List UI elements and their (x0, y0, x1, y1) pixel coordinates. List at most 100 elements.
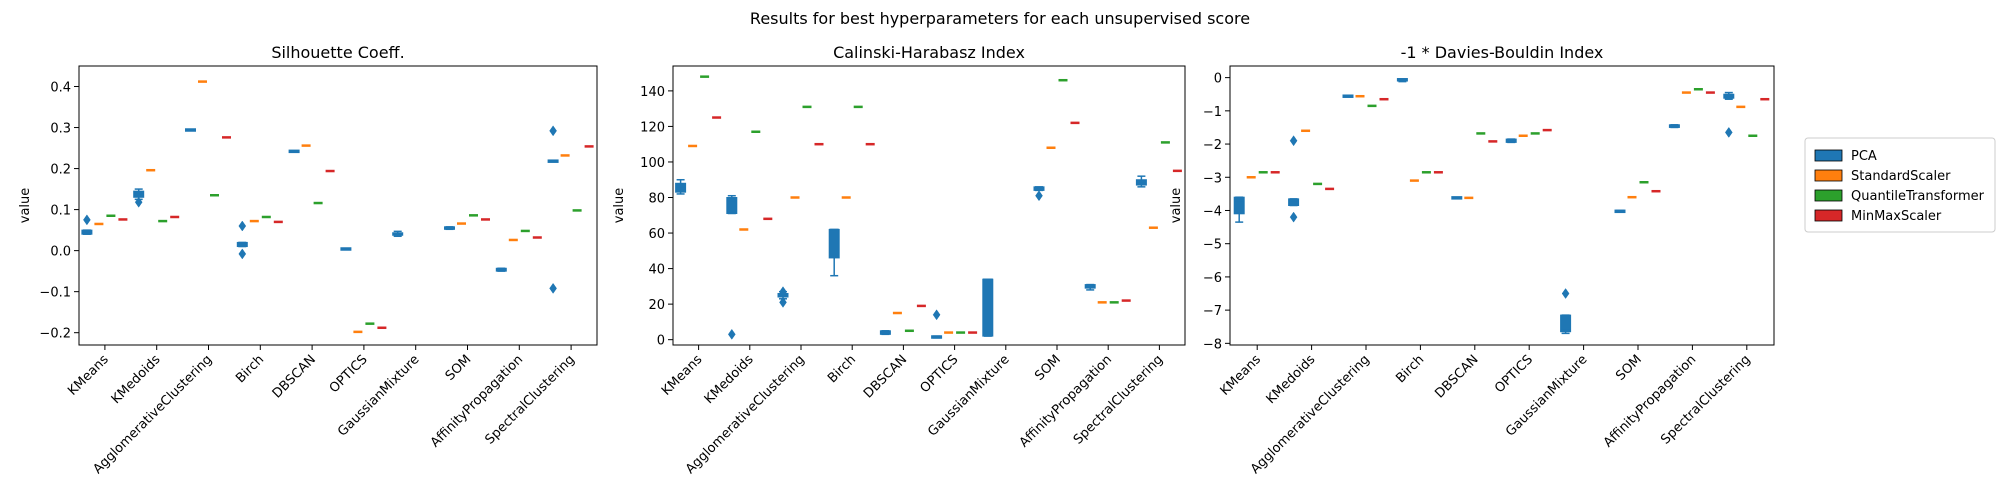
x-tick-label: DBSCAN (270, 352, 319, 401)
y-tick-label: 0.3 (50, 122, 71, 137)
x-tick-label: DBSCAN (1432, 352, 1481, 401)
chart-panel-3: -1 * Davies-Bouldin Index value −8 −7 −6 −5 −4… (1169, 43, 1775, 477)
box-pca-optics (931, 309, 943, 339)
box-pca-spectralclustering (1723, 91, 1735, 138)
x-tick-label: KMeans (65, 352, 112, 399)
box-body (828, 228, 840, 259)
y-tick-label: −0.1 (39, 286, 71, 301)
box-pca-kmeans (81, 214, 93, 235)
legend-frame (1804, 137, 1996, 233)
box-body (1560, 314, 1572, 333)
y-tick-label: −2 (1203, 138, 1222, 153)
box-pca-agglomerativeclustering (1342, 94, 1354, 98)
outlier-point (1724, 126, 1733, 138)
y-tick-label: 100 (640, 156, 665, 171)
outlier-point (779, 296, 787, 308)
box-pca-affinitypropagation (1084, 283, 1096, 291)
x-tick-label: SpectralClustering (1071, 352, 1166, 447)
box-pca-gaussianmixture (392, 230, 404, 238)
y-tick-label: 80 (648, 192, 665, 207)
x-tick-label: AffinityPropagation (1017, 352, 1115, 450)
box-pca-optics (1505, 138, 1517, 144)
plot-frame (1229, 65, 1775, 346)
y-tick-label: 40 (648, 263, 665, 278)
outlier-point (549, 282, 557, 294)
chart-title: Silhouette Coeff. (271, 43, 404, 62)
legend-swatch-standardscaler (1814, 169, 1843, 182)
x-tick-label: DBSCAN (861, 352, 910, 401)
x-tick-label: AffinityPropagation (1601, 352, 1699, 450)
outlier-point (727, 328, 736, 340)
chart-title: -1 * Davies-Bouldin Index (1401, 43, 1604, 62)
chart-panel-2: Calinski-Harabasz Index value 0 20 40 60 80 100… (612, 43, 1186, 477)
box-body (1288, 198, 1300, 207)
chart-panels: Silhouette Coeff. value −0.2 −0.1 0.0 0.1 0.2 0… (18, 43, 1775, 477)
y-tick-label: 60 (648, 227, 665, 242)
y-tick-label: 0 (1214, 72, 1222, 87)
box-pca-affinitypropagation (1668, 124, 1680, 129)
box-pca-affinitypropagation (495, 267, 507, 272)
outlier-point (1289, 211, 1298, 223)
y-tick-label: −4 (1203, 204, 1222, 219)
box-pca-birch (236, 220, 248, 260)
y-tick-label: 120 (640, 120, 665, 135)
x-tick-label: SpectralClustering (483, 352, 578, 447)
x-tick-label: OPTICS (327, 352, 371, 396)
x-tick-label: SOM (1032, 352, 1064, 384)
outlier-point (932, 309, 941, 321)
legend-label-pca: PCA (1851, 149, 1877, 164)
outlier-point (83, 214, 91, 226)
outlier-point (238, 220, 247, 232)
y-tick-label: 0.0 (50, 245, 71, 260)
y-tick-label: 0.4 (50, 81, 71, 96)
legend-swatch-minmaxscaler (1814, 209, 1843, 222)
x-tick-label: SOM (1613, 352, 1645, 384)
y-tick-label: −6 (1203, 271, 1222, 286)
box-body (726, 197, 738, 214)
x-tick-label: SpectralClustering (1658, 352, 1753, 447)
y-axis-label: value (612, 188, 627, 224)
outlier-point (238, 248, 247, 260)
box-pca-kmeans (1233, 196, 1245, 223)
chart-panel-1: Silhouette Coeff. value −0.2 −0.1 0.0 0.1 0.2 0… (18, 43, 598, 477)
box-pca-kmedoids (726, 194, 738, 340)
box-body (982, 278, 994, 337)
box-body (1135, 179, 1147, 186)
x-tick-label: KMedoids (109, 352, 164, 407)
box-pca-kmedoids (133, 188, 145, 208)
x-tick-label: SOM (443, 352, 475, 384)
box-pca-gaussianmixture (982, 278, 994, 337)
y-tick-label: 0.2 (50, 163, 71, 178)
box-pca-som (1614, 209, 1626, 214)
legend-swatch-quantiletransformer (1814, 189, 1843, 202)
y-tick-label: −8 (1203, 337, 1222, 352)
y-tick-label: 20 (648, 298, 665, 313)
x-tick-label: KMedoids (1264, 352, 1319, 407)
x-tick-label: OPTICS (917, 352, 961, 396)
y-axis-label: value (1169, 188, 1184, 224)
y-tick-label: −7 (1203, 304, 1222, 319)
legend-label-standardscaler: StandardScaler (1851, 169, 1951, 184)
outlier-point (1289, 135, 1298, 147)
x-tick-label: Birch (233, 352, 267, 386)
x-tick-label: AffinityPropagation (428, 352, 526, 450)
y-tick-label: 0 (657, 334, 665, 349)
box-pca-dbscan (879, 330, 891, 336)
box-pca-kmeans (675, 178, 687, 195)
y-tick-label: 0.1 (50, 204, 71, 219)
box-pca-birch (1396, 78, 1408, 83)
box-pca-dbscan (288, 149, 300, 154)
legend: PCA StandardScaler QuantileTransformer MinM… (1804, 137, 1996, 233)
plot-frame (672, 65, 1186, 346)
y-tick-label: 140 (640, 85, 665, 100)
box-pca-dbscan (1451, 196, 1463, 200)
box-pca-agglomerativeclustering (185, 128, 196, 132)
outlier-point (549, 125, 557, 137)
box-pca-kmedoids (1288, 135, 1300, 223)
legend-swatch-pca (1814, 149, 1843, 162)
chart-title: Calinski-Harabasz Index (833, 43, 1025, 62)
x-tick-label: Birch (1393, 352, 1427, 386)
x-tick-label: Birch (825, 352, 859, 386)
outlier-point (779, 286, 787, 298)
